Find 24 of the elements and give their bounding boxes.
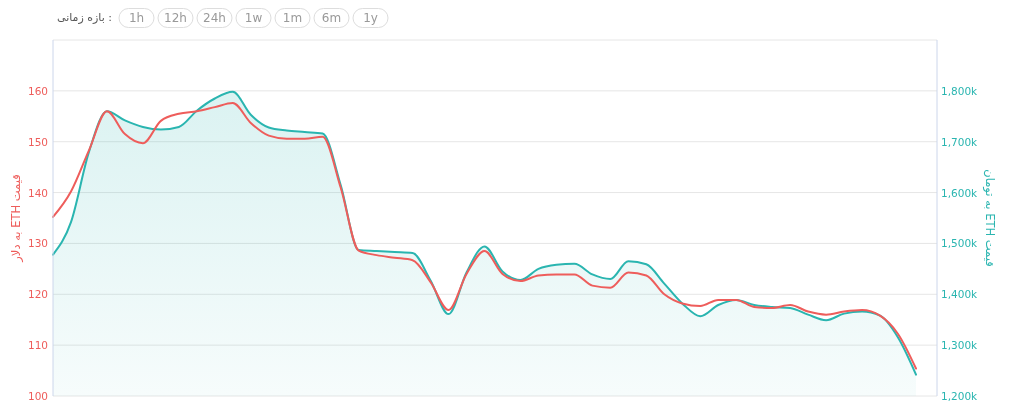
y-tick-label: 160	[27, 84, 48, 97]
y2-tick-label: 1,600k	[941, 186, 978, 199]
range-button: 24h	[196, 8, 233, 28]
y2-tick-label: 1,700k	[941, 135, 978, 148]
y-tick-label: 140	[27, 186, 48, 199]
range-button: 1w	[235, 8, 272, 28]
y2-tick-label: 1,200k	[941, 390, 978, 402]
range-button: 1h	[118, 8, 155, 28]
range-button: 1y	[352, 8, 389, 28]
y-tick-label: 100	[27, 390, 48, 402]
range-button: 12h	[157, 8, 194, 28]
y-tick-label: 150	[27, 135, 48, 148]
y-tick-label: 110	[27, 339, 48, 352]
y-tick-label: 130	[27, 237, 48, 250]
y2-tick-label: 1,500k	[941, 237, 978, 250]
y2-tick-label: 1,800k	[941, 84, 978, 97]
y-tick-label: 120	[27, 288, 48, 301]
y2label: قیمت ETH به تومان	[983, 169, 997, 267]
ylabel: قیمت ETH به دلار	[9, 174, 23, 262]
subtitle: بازه زمانی :	[57, 11, 112, 24]
y2-tick-label: 1,400k	[941, 288, 978, 301]
y2-tick-label: 1,300k	[941, 339, 978, 352]
range-button: 1m	[274, 8, 311, 28]
range-button: 6m	[313, 8, 350, 28]
